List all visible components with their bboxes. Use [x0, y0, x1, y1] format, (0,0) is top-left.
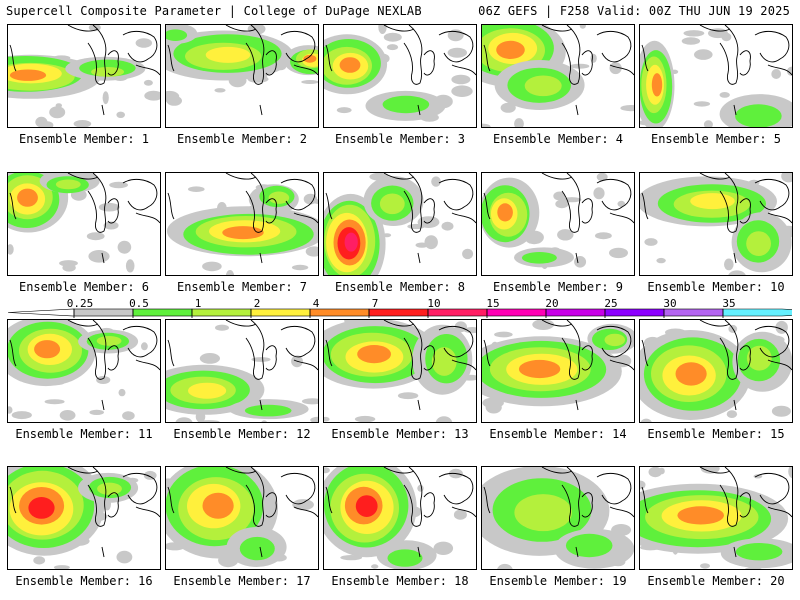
ensemble-member-map	[165, 319, 319, 423]
ensemble-member-map	[165, 466, 319, 570]
ensemble-member-map	[165, 24, 319, 128]
ensemble-member-label: Ensemble Member: 7	[176, 280, 308, 294]
ensemble-member-map	[165, 172, 319, 276]
legend-tick-label: 0.25	[67, 297, 94, 310]
ensemble-member-label: Ensemble Member: 14	[489, 427, 627, 441]
ensemble-member-map	[7, 466, 161, 570]
legend-tick-label: 35	[722, 297, 735, 310]
ensemble-member-label: Ensemble Member: 13	[331, 427, 469, 441]
ensemble-member-label: Ensemble Member: 10	[647, 280, 785, 294]
legend-tick-label: 2	[254, 297, 261, 310]
ensemble-member-label: Ensemble Member: 3	[334, 132, 466, 146]
ensemble-member-label: Ensemble Member: 4	[492, 132, 624, 146]
ensemble-member-map	[323, 319, 477, 423]
map-title: Supercell Composite Parameter | College …	[6, 4, 422, 18]
run-valid-time: 06Z GEFS | F258 Valid: 00Z THU JUN 19 20…	[478, 4, 790, 18]
ensemble-member-label: Ensemble Member: 18	[331, 574, 469, 588]
legend-swatch	[132, 308, 193, 317]
legend-tick-label: 10	[427, 297, 440, 310]
ensemble-member-label: Ensemble Member: 11	[15, 427, 153, 441]
ensemble-member-label: Ensemble Member: 6	[18, 280, 150, 294]
legend-tick-label: 15	[486, 297, 499, 310]
ensemble-member-map	[481, 466, 635, 570]
legend-tick-label: 25	[604, 297, 617, 310]
ensemble-member-label: Ensemble Member: 8	[334, 280, 466, 294]
legend-tick-label: 4	[313, 297, 320, 310]
legend-swatch	[486, 308, 547, 317]
ensemble-member-label: Ensemble Member: 12	[173, 427, 311, 441]
ensemble-member-label: Ensemble Member: 16	[15, 574, 153, 588]
legend-swatch	[545, 308, 606, 317]
ensemble-member-label: Ensemble Member: 19	[489, 574, 627, 588]
legend-swatch	[722, 308, 792, 317]
ensemble-member-map	[323, 172, 477, 276]
ensemble-member-label: Ensemble Member: 20	[647, 574, 785, 588]
legend-swatch	[191, 308, 252, 317]
ensemble-member-map	[481, 24, 635, 128]
ensemble-member-map	[323, 466, 477, 570]
color-scale-legend: 0.25 0.5 1 2 4 7 10 15 20 25 30 35	[8, 297, 792, 318]
ensemble-member-map	[639, 466, 793, 570]
legend-swatch	[309, 308, 370, 317]
ensemble-member-map	[639, 24, 793, 128]
ensemble-member-map	[323, 24, 477, 128]
legend-swatch	[427, 308, 488, 317]
legend-swatch	[663, 308, 724, 317]
legend-tick-label: 1	[195, 297, 202, 310]
ensemble-member-map	[481, 319, 635, 423]
legend-swatch	[250, 308, 311, 317]
ensemble-member-label: Ensemble Member: 1	[18, 132, 150, 146]
ensemble-member-map	[639, 172, 793, 276]
legend-swatch	[73, 308, 134, 317]
ensemble-member-label: Ensemble Member: 15	[647, 427, 785, 441]
ensemble-member-label: Ensemble Member: 2	[176, 132, 308, 146]
ensemble-member-map	[7, 24, 161, 128]
ensemble-member-map	[7, 319, 161, 423]
legend-tick-label: 20	[545, 297, 558, 310]
legend-swatch	[368, 308, 429, 317]
ensemble-member-label: Ensemble Member: 17	[173, 574, 311, 588]
legend-tick-label: 0.5	[129, 297, 149, 310]
ensemble-member-map	[481, 172, 635, 276]
legend-swatch	[604, 308, 665, 317]
legend-tick-label: 7	[372, 297, 379, 310]
ensemble-member-map	[639, 319, 793, 423]
legend-tick-label: 30	[663, 297, 676, 310]
ensemble-member-label: Ensemble Member: 5	[650, 132, 782, 146]
ensemble-member-map	[7, 172, 161, 276]
ensemble-member-label: Ensemble Member: 9	[492, 280, 624, 294]
legend-arrow-low	[8, 308, 75, 317]
